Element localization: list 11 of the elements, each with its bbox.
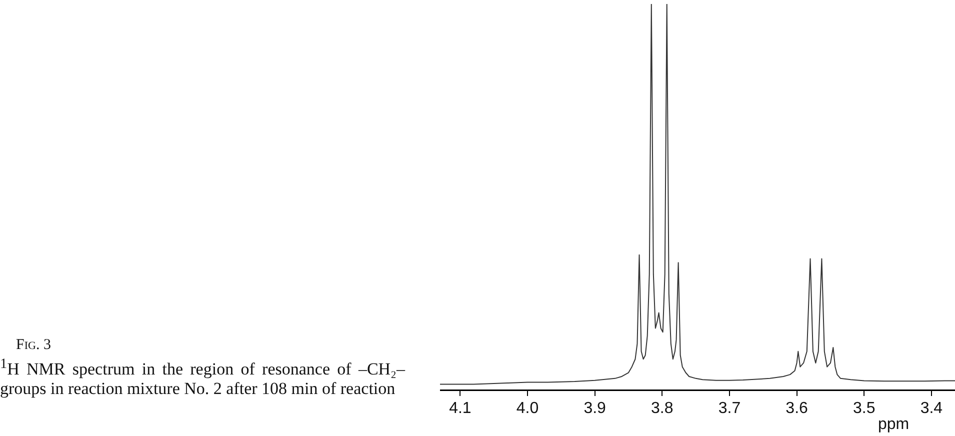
- x-tick-label: 4.1: [449, 400, 472, 418]
- text: $^{1}$H NMR spectrum in the region of resonance of –CH₂– groups in reaction mixture No. 2 after 108 min of reaction: [0, 355, 405, 398]
- text: Fig. 3: [15, 336, 52, 355]
- x-tick-label: 3.8: [651, 400, 674, 418]
- x-axis-title: ppm: [878, 416, 910, 434]
- x-tick-label: 3.6: [786, 400, 808, 418]
- x-tick-label: 3.5: [852, 400, 876, 418]
- x-tick-label: 3.4: [920, 400, 943, 418]
- x-tick-label: 4.0: [516, 400, 539, 418]
- x-tick-label: 3.7: [718, 400, 741, 418]
- x-tick-label: 3.9: [584, 400, 606, 418]
